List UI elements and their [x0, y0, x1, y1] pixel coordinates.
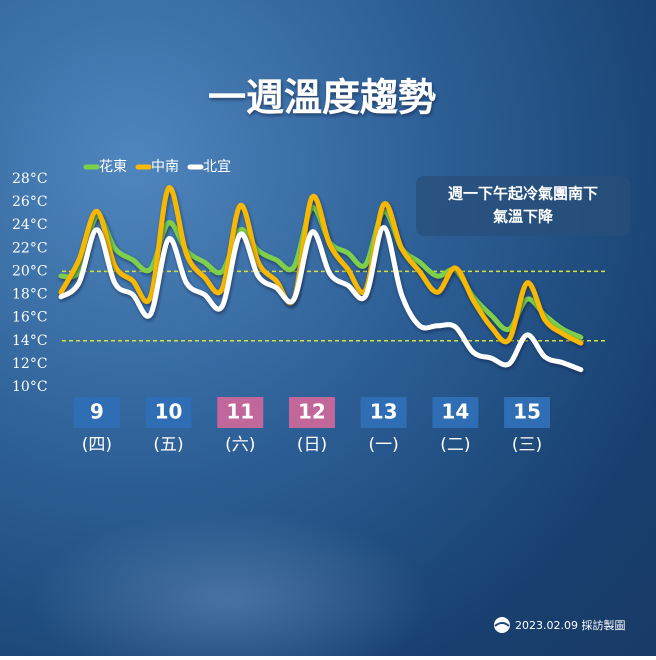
day-box	[432, 397, 479, 428]
logo	[494, 617, 510, 633]
chart-title: 一週溫度趨勢	[208, 76, 436, 120]
day-box	[504, 397, 551, 428]
x-tick-label: 11	[226, 400, 254, 424]
day-box	[360, 397, 407, 428]
legend-label: 北宜	[203, 159, 231, 175]
footer-text: 2023.02.09 採訪製圖	[515, 618, 625, 632]
y-tick-label: 10°C	[12, 379, 48, 395]
day-box	[73, 397, 120, 428]
weekday-label: (日)	[297, 435, 327, 455]
x-tick-label: 9	[90, 400, 104, 424]
annotation: 週一下午起冷氣團南下	[448, 185, 598, 203]
weekday-label: (一)	[369, 435, 399, 455]
y-tick-label: 16°C	[12, 310, 48, 326]
x-tick-label: 12	[298, 400, 326, 424]
weekday-label: (六)	[225, 435, 255, 455]
x-tick-label: 15	[513, 400, 541, 424]
day-box	[217, 397, 264, 428]
day-box	[288, 397, 335, 428]
series-line	[58, 224, 584, 373]
day-box	[145, 397, 192, 428]
annotation-box	[416, 176, 630, 236]
y-tick-label: 28°C	[12, 171, 48, 187]
annotation: 氣溫下降	[493, 208, 554, 226]
series-line	[58, 185, 584, 346]
y-tick-label: 12°C	[12, 356, 48, 372]
y-tick-label: 14°C	[12, 333, 48, 349]
x-tick-label: 10	[155, 400, 183, 424]
y-tick-label: 18°C	[12, 287, 48, 303]
weekday-label: (二)	[440, 435, 470, 455]
background-glow	[30, 510, 430, 660]
x-tick-label: 14	[441, 400, 469, 424]
y-tick-label: 24°C	[12, 217, 48, 233]
y-tick-label: 20°C	[12, 263, 48, 279]
legend-label: 花東	[99, 159, 127, 175]
y-tick-label: 26°C	[12, 194, 48, 210]
y-tick-label: 22°C	[12, 240, 48, 256]
footer: 2023.02.09 採訪製圖	[494, 617, 625, 633]
weekday-label: (三)	[512, 435, 542, 455]
weekday-label: (五)	[153, 435, 183, 455]
x-tick-label: 13	[370, 400, 398, 424]
legend-label: 中南	[151, 159, 179, 175]
weekday-label: (四)	[82, 435, 112, 455]
logo-mark	[494, 622, 510, 627]
